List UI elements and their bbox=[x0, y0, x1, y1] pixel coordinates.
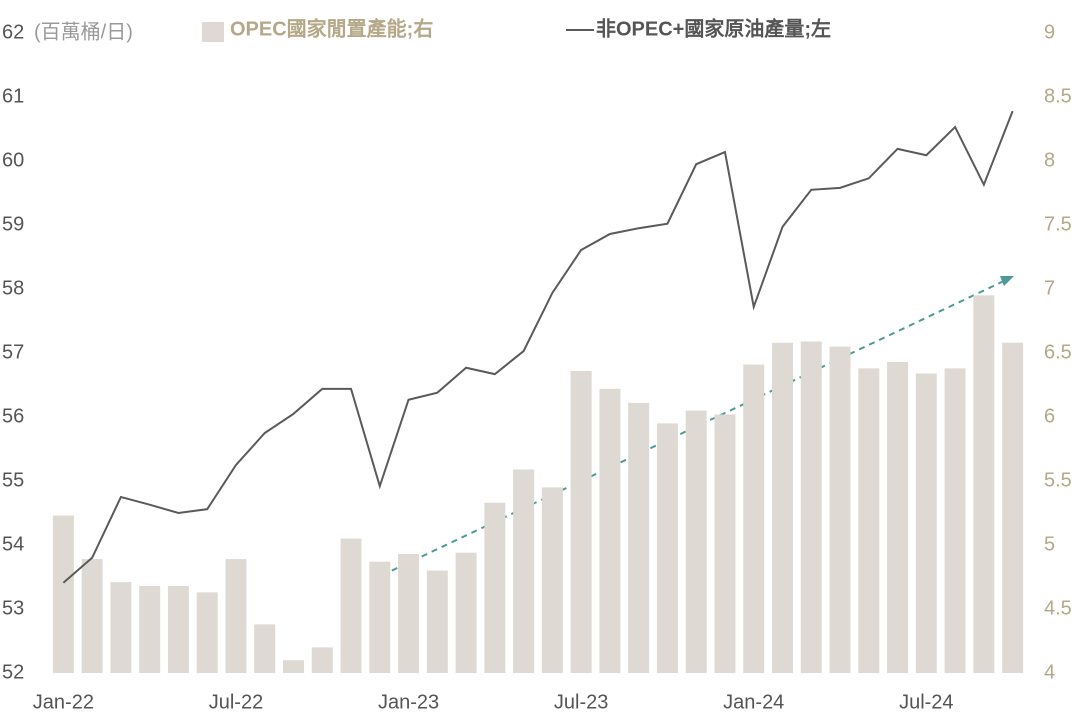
y2-tick-label: 5.5 bbox=[1044, 469, 1072, 491]
y2-tick-label: 6 bbox=[1044, 405, 1055, 427]
y2-tick-label: 5 bbox=[1044, 533, 1055, 555]
x-tick-label: Jan-23 bbox=[378, 691, 439, 713]
bar bbox=[398, 553, 420, 673]
y2-tick-label: 4.5 bbox=[1044, 597, 1072, 619]
bar bbox=[340, 538, 362, 673]
y2-tick-label: 8.5 bbox=[1044, 85, 1072, 107]
y2-tick-label: 7 bbox=[1044, 277, 1055, 299]
x-tick-label: Jan-24 bbox=[723, 691, 784, 713]
bar bbox=[52, 515, 74, 673]
bar bbox=[167, 585, 189, 673]
bar bbox=[772, 342, 793, 673]
y-tick-label: 60 bbox=[2, 149, 24, 171]
y2-tick-label: 6.5 bbox=[1044, 341, 1072, 363]
y-tick-label: 62 bbox=[2, 21, 24, 43]
bar bbox=[110, 582, 132, 673]
legend-label: OPEC國家閒置產能;右 bbox=[230, 16, 433, 40]
bar bbox=[513, 469, 535, 673]
trend-arrow bbox=[371, 279, 1007, 581]
y-tick-label: 61 bbox=[2, 85, 24, 107]
bar bbox=[685, 410, 707, 673]
x-tick-label: Jul-23 bbox=[554, 691, 608, 713]
y-tick-label: 54 bbox=[2, 533, 24, 555]
bar bbox=[455, 552, 477, 673]
y-tick-label: 58 bbox=[2, 277, 24, 299]
line bbox=[62, 110, 1014, 584]
bar bbox=[254, 624, 276, 673]
y-tick-label: 52 bbox=[2, 661, 24, 683]
bar bbox=[656, 423, 678, 673]
bar bbox=[743, 364, 765, 673]
bar bbox=[973, 295, 995, 673]
y2-tick-label: 4 bbox=[1044, 661, 1055, 683]
bar bbox=[196, 592, 218, 673]
y-tick-label: 55 bbox=[2, 469, 24, 491]
bar bbox=[915, 373, 937, 673]
y2-tick-label: 7.5 bbox=[1044, 213, 1072, 235]
legend-label: 非OPEC+國家原油產量;左 bbox=[596, 16, 831, 40]
x-tick-label: Jul-24 bbox=[899, 691, 953, 713]
bar bbox=[714, 414, 736, 673]
bar bbox=[369, 561, 391, 673]
bar bbox=[484, 502, 506, 673]
bar bbox=[628, 402, 650, 673]
bar bbox=[800, 341, 822, 673]
y2-tick-label: 9 bbox=[1044, 21, 1055, 43]
y-axis-label: (百萬桶/日) bbox=[34, 20, 133, 43]
bar bbox=[887, 361, 909, 673]
bar bbox=[426, 570, 448, 673]
x-tick-label: Jul-22 bbox=[209, 691, 263, 713]
legend-swatch bbox=[202, 22, 224, 42]
bar bbox=[829, 346, 851, 673]
bar bbox=[225, 559, 247, 673]
y2-tick-label: 8 bbox=[1044, 149, 1055, 171]
y-tick-label: 53 bbox=[2, 597, 24, 619]
bar bbox=[541, 487, 563, 673]
bar bbox=[599, 388, 621, 673]
bar bbox=[139, 585, 161, 673]
y-tick-label: 59 bbox=[2, 213, 24, 235]
bar bbox=[1002, 342, 1024, 673]
trend-arrow-head bbox=[1000, 276, 1014, 286]
y-tick-label: 56 bbox=[2, 405, 24, 427]
y-tick-label: 57 bbox=[2, 341, 24, 363]
bar bbox=[283, 660, 304, 673]
bar bbox=[570, 370, 592, 673]
bar bbox=[858, 368, 880, 673]
bar bbox=[81, 559, 103, 673]
x-tick-label: Jan-22 bbox=[33, 691, 94, 713]
bar bbox=[311, 647, 333, 673]
bar bbox=[944, 368, 966, 673]
